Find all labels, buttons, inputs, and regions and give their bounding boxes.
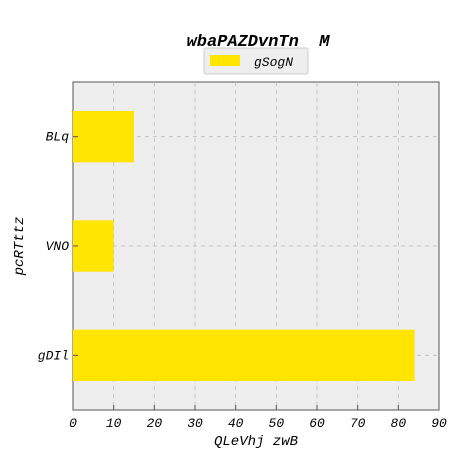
- legend: gSogN: [203, 47, 309, 75]
- x-tick-label: 30: [187, 416, 203, 431]
- y-tick-label: VNO: [46, 239, 70, 254]
- bar-BLq: [73, 110, 134, 163]
- x-tick-label: 40: [228, 416, 244, 431]
- y-axis-ticks: BLq VNO gDIl: [38, 130, 78, 363]
- x-tick-label: 50: [269, 416, 285, 431]
- chart-title: wbaPAZDvnTn M: [187, 33, 331, 52]
- bars-group: [73, 110, 415, 382]
- y-axis-label: pcRTttz: [12, 217, 28, 277]
- x-tick-label: 0: [69, 416, 77, 431]
- x-tick-label: 80: [391, 416, 407, 431]
- y-tick-label: gDIl: [38, 348, 69, 363]
- x-tick-label: 20: [147, 416, 163, 431]
- bar-gDIl: [73, 329, 415, 382]
- x-tick-label: 90: [431, 416, 447, 431]
- x-tick-label: 70: [350, 416, 366, 431]
- legend-swatch: [210, 55, 240, 66]
- x-tick-label: 10: [106, 416, 122, 431]
- x-axis-label: QLeVhj zwB: [214, 434, 298, 450]
- bar-VNO: [73, 220, 114, 272]
- y-tick-label: BLq: [46, 130, 70, 145]
- x-axis-ticks: 0 10 20 30 40 50 60 70 80 90: [69, 405, 447, 431]
- legend-box: [203, 47, 309, 75]
- x-tick-label: 60: [309, 416, 325, 431]
- legend-label: gSogN: [254, 55, 293, 70]
